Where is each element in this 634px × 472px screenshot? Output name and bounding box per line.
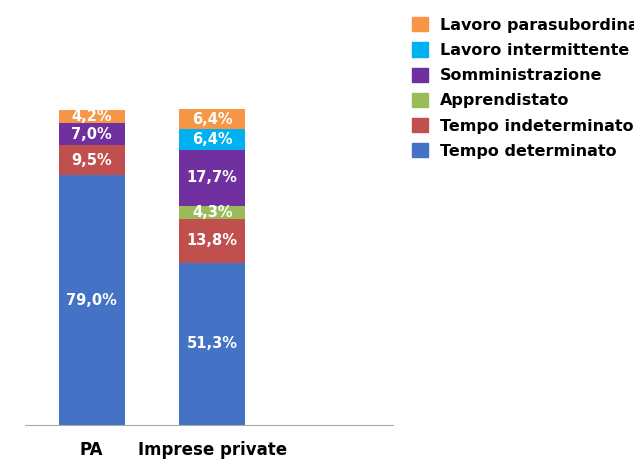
- Bar: [179, 129, 245, 150]
- Bar: [58, 145, 125, 175]
- Text: 4,3%: 4,3%: [192, 205, 233, 220]
- Text: 7,0%: 7,0%: [71, 126, 112, 142]
- Bar: [179, 219, 245, 263]
- Bar: [179, 263, 245, 425]
- Text: 51,3%: 51,3%: [187, 336, 238, 351]
- Legend: Lavoro parasubordinato, Lavoro intermittente, Somministrazione, Apprendistato, T: Lavoro parasubordinato, Lavoro intermitt…: [408, 14, 634, 162]
- Bar: [179, 206, 245, 219]
- Text: 6,4%: 6,4%: [192, 112, 233, 127]
- Text: 13,8%: 13,8%: [187, 234, 238, 248]
- Bar: [179, 109, 245, 129]
- Text: 4,2%: 4,2%: [72, 109, 112, 124]
- Text: 79,0%: 79,0%: [66, 293, 117, 308]
- Text: 17,7%: 17,7%: [187, 170, 238, 185]
- Bar: [58, 175, 125, 425]
- Text: 6,4%: 6,4%: [192, 132, 233, 147]
- Text: 9,5%: 9,5%: [71, 153, 112, 168]
- Bar: [179, 150, 245, 206]
- Bar: [58, 110, 125, 123]
- Bar: [58, 123, 125, 145]
